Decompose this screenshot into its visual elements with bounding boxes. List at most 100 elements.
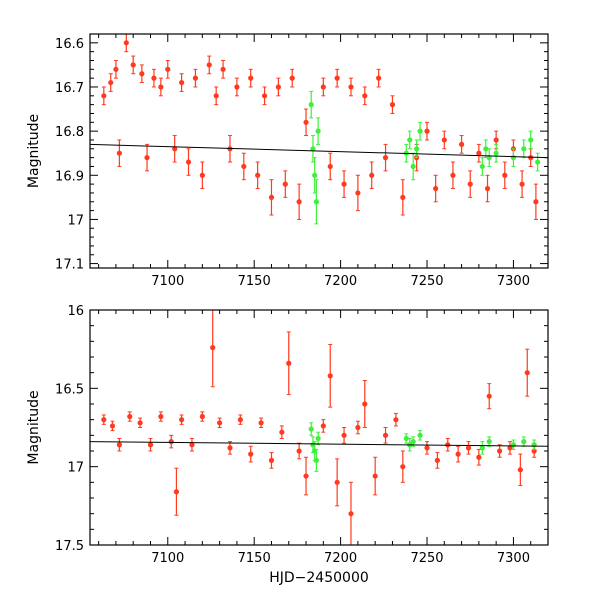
data-point <box>484 185 491 192</box>
data-point <box>308 426 314 432</box>
data-point <box>355 424 361 431</box>
data-point <box>116 442 122 448</box>
data-point <box>458 141 465 147</box>
y-tick-label: 16 <box>67 304 84 319</box>
data-point <box>417 128 423 134</box>
data-point <box>268 194 275 200</box>
y-tick-label: 17.5 <box>55 539 84 554</box>
series-0 <box>101 310 537 545</box>
data-point <box>130 62 136 68</box>
data-point <box>400 194 406 200</box>
data-point <box>137 420 143 426</box>
data-point <box>199 172 205 178</box>
data-point <box>476 150 482 156</box>
data-point <box>407 137 413 143</box>
data-point <box>144 155 150 161</box>
data-point <box>313 199 320 205</box>
data-point <box>433 185 439 192</box>
data-point <box>348 511 354 517</box>
data-point <box>400 464 406 470</box>
data-point <box>372 473 378 479</box>
data-point <box>441 137 447 143</box>
data-point <box>362 93 368 99</box>
data-point <box>173 489 180 495</box>
data-point <box>303 473 309 479</box>
data-point <box>517 467 523 473</box>
data-point <box>521 146 527 152</box>
data-point <box>479 445 485 451</box>
y-tick-label: 17 <box>67 461 84 476</box>
data-point <box>217 420 223 426</box>
data-point <box>258 420 264 426</box>
data-point <box>179 79 185 86</box>
data-point <box>268 457 275 463</box>
data-point <box>113 66 119 72</box>
data-point <box>376 75 382 81</box>
data-point <box>382 155 389 161</box>
data-point <box>296 199 302 205</box>
data-point <box>255 172 261 178</box>
y-tick-label: 16.8 <box>55 125 84 140</box>
data-point <box>147 442 154 448</box>
data-point <box>310 146 316 152</box>
x-tick-label: 7300 <box>497 551 530 566</box>
data-point <box>139 71 145 77</box>
data-point <box>172 146 178 152</box>
data-point <box>467 181 473 187</box>
plot-data <box>90 310 548 545</box>
data-point <box>315 128 321 134</box>
data-point <box>486 439 492 445</box>
data-point <box>424 445 430 451</box>
trend-line <box>90 441 548 447</box>
y-tick-label: 17 <box>67 213 84 228</box>
data-point <box>109 423 116 429</box>
x-tick-label: 7100 <box>151 551 184 566</box>
x-axis-title: HJD−2450000 <box>269 570 369 586</box>
data-point <box>108 79 114 86</box>
data-point <box>123 40 129 46</box>
data-point <box>362 401 368 407</box>
data-point <box>510 155 517 161</box>
data-point <box>507 445 513 451</box>
data-point <box>185 159 192 165</box>
data-point <box>355 190 361 196</box>
data-point <box>296 448 302 454</box>
y-tick-label: 16.7 <box>55 81 84 96</box>
data-point <box>424 128 430 134</box>
data-point <box>483 146 489 152</box>
data-point <box>327 163 333 170</box>
plot-data <box>90 34 548 225</box>
data-point <box>334 75 340 81</box>
data-point <box>227 445 233 451</box>
data-point <box>533 199 539 205</box>
data-point <box>455 451 461 457</box>
data-point <box>213 93 219 99</box>
data-point <box>510 442 517 448</box>
data-point <box>417 432 423 438</box>
data-point <box>334 479 340 485</box>
x-tick-label: 7200 <box>324 551 357 566</box>
plot-frame <box>89 309 549 546</box>
x-tick-label: 7100 <box>151 274 184 289</box>
data-point <box>410 163 416 170</box>
data-point <box>151 75 157 81</box>
plot-frame <box>89 33 549 269</box>
data-point <box>158 84 164 90</box>
data-point <box>524 370 530 376</box>
y-axis-title: Magnitude <box>26 390 42 464</box>
x-tick-label: 7300 <box>497 274 530 289</box>
data-point <box>521 439 527 445</box>
data-point <box>248 75 254 81</box>
x-tick-label: 7200 <box>324 274 357 289</box>
y-tick-label: 16.5 <box>55 382 84 397</box>
data-point <box>502 172 508 178</box>
data-point <box>369 172 375 178</box>
series-1 <box>308 90 541 225</box>
data-point <box>206 62 212 68</box>
data-point <box>528 137 534 143</box>
data-point <box>289 75 295 81</box>
data-point <box>101 93 107 99</box>
data-point <box>465 445 472 451</box>
data-point <box>116 150 122 156</box>
